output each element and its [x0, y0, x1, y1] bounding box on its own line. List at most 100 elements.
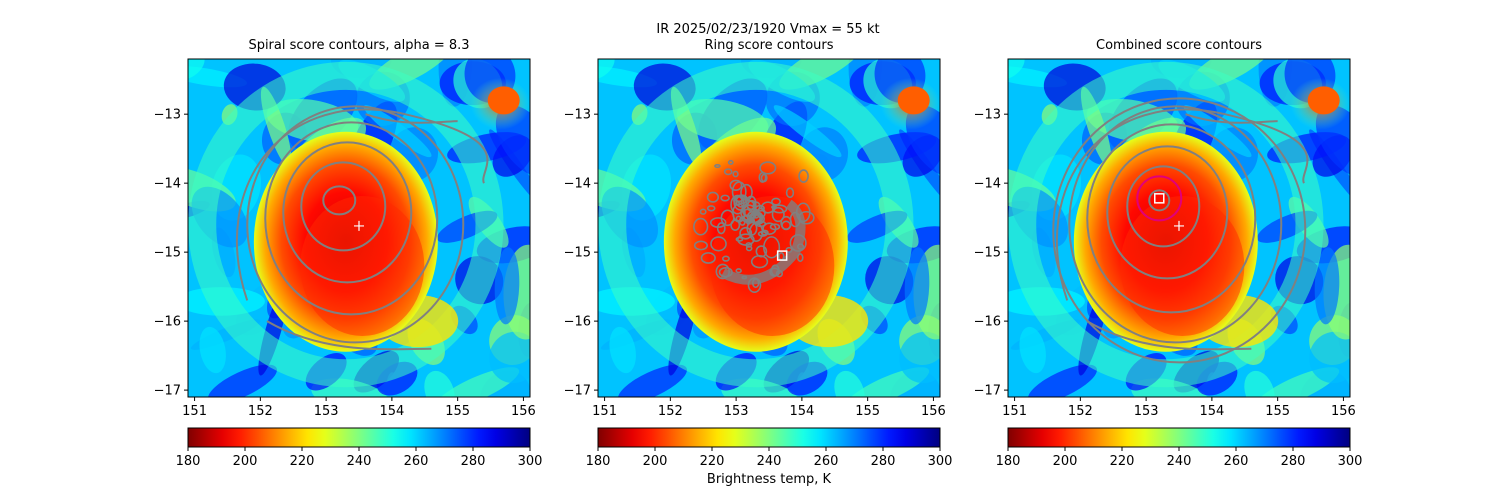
ring-contour	[716, 222, 726, 235]
cloud-patch	[1019, 326, 1046, 374]
colorbar-tick-label: 200	[233, 454, 258, 469]
ring-contour	[739, 226, 753, 240]
y-tick-label: −15	[564, 246, 591, 261]
axes-frame	[187, 58, 531, 398]
ring-contour	[699, 208, 707, 215]
spiral-contour	[1052, 97, 1307, 364]
ring-contour	[760, 201, 775, 214]
colorbar-tick-label: 300	[518, 454, 543, 469]
x-tick-label: 151	[182, 404, 207, 419]
ring-contour	[752, 213, 765, 225]
panel-2: 151 152 153 154 155 156 −13 −14 −15 −16 −17 180 200 2…	[564, 58, 953, 469]
y-tick-label: −17	[974, 384, 1001, 399]
cloud-patch	[424, 370, 455, 397]
ring-contour	[735, 268, 742, 274]
x-tick-label: 152	[658, 404, 683, 419]
y-tick-label: −17	[154, 384, 181, 399]
cloud-patch	[1309, 331, 1350, 384]
y-tick-label: −13	[974, 108, 1001, 123]
spiral-arm	[266, 320, 432, 351]
colorbar-tick-label: 220	[1110, 454, 1135, 469]
ring-contour	[720, 199, 806, 285]
x-tick-label: 155	[445, 404, 470, 419]
y-tick-label: −13	[154, 108, 181, 123]
x-tick-label: 155	[855, 404, 880, 419]
colorbar-tick-label: 260	[814, 454, 839, 469]
ring-contour	[693, 240, 708, 251]
y-tick-label: −16	[974, 315, 1001, 330]
ir-image	[188, 59, 530, 397]
panel-3: 151 152 153 154 155 156 −13 −14 −15 −16 −17 180 200 2…	[974, 58, 1362, 469]
y-tick-label: −14	[564, 177, 591, 192]
ring-contour	[745, 218, 752, 225]
cdo-inner	[300, 195, 425, 336]
ring-contour	[759, 161, 777, 175]
spiral-arm	[1056, 108, 1309, 301]
x-tick-label: 153	[1134, 404, 1159, 419]
y-tick-label: −15	[154, 246, 181, 261]
spiral-arm	[236, 108, 489, 301]
axes-frame	[1007, 58, 1351, 398]
rain-band	[188, 61, 504, 388]
spiral-contour	[1068, 105, 1283, 344]
colorbar-label: Brightness temp, K	[706, 472, 832, 487]
spiral-contour	[300, 161, 387, 252]
colorbar-tick-label: 180	[176, 454, 201, 469]
cloud-patch	[494, 247, 520, 325]
colorbar-tick-label: 260	[1224, 454, 1249, 469]
ring-contour	[798, 169, 809, 183]
ring-contour	[727, 159, 734, 165]
spiral-contour	[1126, 165, 1201, 248]
ring-contour	[737, 233, 755, 246]
y-tick-label: −17	[564, 384, 591, 399]
y-tick-label: −15	[974, 246, 1001, 261]
ring-contour	[771, 197, 781, 206]
x-tick-label: 151	[592, 404, 617, 419]
x-tick-label: 154	[379, 404, 404, 419]
colorbar-tick-label: 300	[928, 454, 953, 469]
ring-contour	[785, 187, 795, 199]
cold-cloud-ne-core	[1307, 86, 1340, 115]
figure-suptitle-line1: IR 2025/02/23/1920 Vmax = 55 kt	[656, 22, 880, 37]
panel-title-spiral: Spiral score contours, alpha = 8.3	[248, 38, 470, 53]
cloud-patch	[1131, 378, 1210, 397]
cloud-patch	[1314, 247, 1340, 325]
colorbar-tick-label: 180	[586, 454, 611, 469]
spiral-contour	[1086, 123, 1257, 314]
x-tick-label: 156	[921, 404, 946, 419]
eye-radius-circle	[1136, 175, 1183, 222]
ring-contour	[771, 205, 777, 210]
x-tick-label: 156	[1331, 404, 1356, 419]
spiral-contour	[1148, 189, 1171, 212]
colorbar-tick-label: 240	[757, 454, 782, 469]
ring-contour	[720, 194, 730, 202]
colorbar-tick-label: 200	[1053, 454, 1078, 469]
ring-contour	[729, 179, 743, 191]
x-tick-label: 156	[511, 404, 536, 419]
cloud-patch	[311, 378, 390, 397]
x-tick-label: 154	[1199, 404, 1224, 419]
colorbar-tick-label: 240	[1167, 454, 1192, 469]
colorbar-tick-label: 280	[871, 454, 896, 469]
ring-contour	[771, 206, 785, 223]
cloud-patch	[489, 331, 530, 384]
ir-image	[598, 59, 940, 397]
colorbar-tick-label: 240	[347, 454, 372, 469]
cold-cloud-ne-core	[487, 86, 520, 115]
spiral-contour	[246, 105, 465, 344]
cdo-inner	[1120, 195, 1245, 336]
panel-title-ring: Ring score contours	[704, 38, 834, 53]
cloud-patch	[773, 105, 842, 158]
y-tick-label: −14	[154, 177, 181, 192]
ir-image	[1008, 59, 1350, 397]
ring-contour	[730, 194, 745, 215]
center-square-marker	[1154, 193, 1165, 204]
ring-contour	[742, 208, 754, 217]
colorbar-tick-label: 220	[700, 454, 725, 469]
colorbar	[597, 427, 941, 448]
ring-contour	[735, 215, 742, 222]
cloud-patch	[199, 326, 226, 374]
ring-contour	[723, 168, 733, 176]
panel-1: 151 152 153 154 155 156 −13 −14 −15 −16 −17 180 200 2…	[154, 58, 543, 469]
spiral-arm	[1185, 113, 1278, 124]
